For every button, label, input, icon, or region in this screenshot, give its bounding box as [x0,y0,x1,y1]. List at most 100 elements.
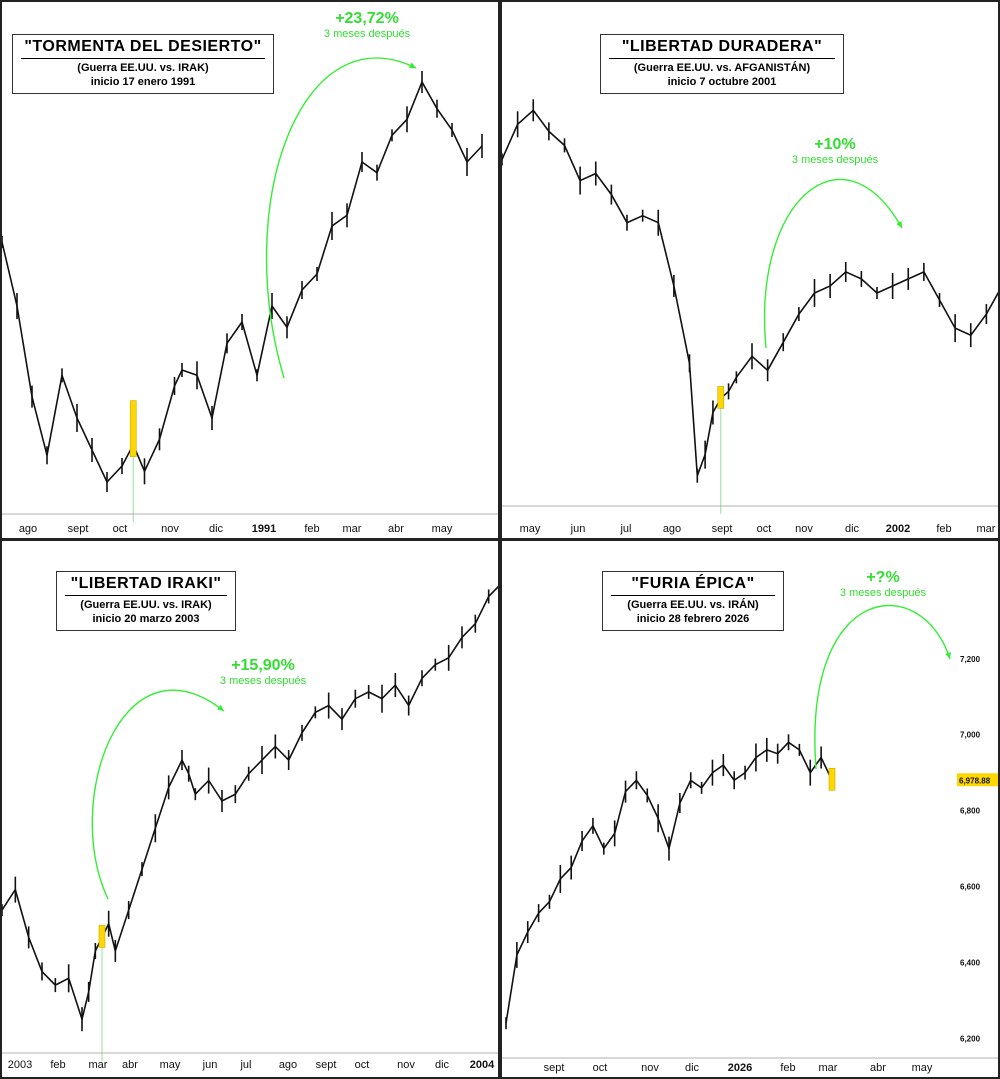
x-tick-label: 2003 [8,1059,32,1071]
annotation-arrowhead [217,704,224,711]
chart-subtitle-2: inicio 17 enero 1991 [90,76,196,88]
x-tick-label: dic [685,1062,700,1074]
chart-title-box: "LIBERTAD DURADERA" (Guerra EE.UU. vs. A… [600,34,844,94]
chart-subtitle-2: inicio 20 marzo 2003 [92,613,200,625]
chart-title: "TORMENTA DEL DESIERTO" [21,38,265,59]
x-tick-label: sept [712,523,733,535]
last-value-box [957,773,998,787]
annotation-percent: +15,90% 3 meses después [198,657,328,687]
annotation-percent-value: +10% [814,136,856,153]
event-highlight-candle [717,386,725,409]
annotation-arrowhead [409,62,416,68]
annotation-percent: +10% 3 meses después [770,136,900,166]
x-tick-label: oct [355,1059,370,1071]
event-highlight-candle [828,767,836,791]
annotation-arrow [814,604,951,770]
x-tick-label: 2002 [886,523,910,535]
chart-subtitle-1: (Guerra EE.UU. vs. IRÁN) [627,599,759,611]
x-tick-label: abr [870,1062,886,1074]
x-tick-label: may [912,1062,933,1074]
x-tick-label: mar [343,523,362,535]
y-tick-label: 6,200 [960,1034,981,1043]
annotation-arrow [91,689,225,900]
annotation-subtext: 3 meses después [219,675,307,687]
x-tick-label: mar [89,1059,108,1071]
chart-subtitle-1: (Guerra EE.UU. vs. IRAK) [80,599,212,611]
x-tick-label: ago [19,523,37,535]
chart-subtitle-2: inicio 28 febrero 2026 [636,613,750,625]
x-tick-label: feb [50,1059,65,1071]
annotation-percent-value: +23,72% [335,10,399,27]
x-tick-label: nov [161,523,179,535]
annotation-arrowhead [896,221,902,228]
annotation-percent: +23,72% 3 meses después [302,10,432,40]
y-tick-label: 6,400 [960,958,981,967]
chart-subtitle-2: inicio 7 octubre 2001 [667,76,777,88]
x-tick-label: nov [641,1062,659,1074]
y-tick-label: 6,600 [960,883,981,892]
x-tick-label: may [432,523,453,535]
chart-subtitle-1: (Guerra EE.UU. vs. AFGANISTÁN) [633,62,811,74]
x-tick-label: sept [68,523,89,535]
x-tick-label: sept [316,1059,337,1071]
x-tick-label: feb [780,1062,795,1074]
chart-svg-enduring-freedom: may jun jul ago sept oct nov dic 2002 feb mar [502,99,998,535]
x-tick-label: ago [663,523,681,535]
chart-panel-enduring-freedom: may jun jul ago sept oct nov dic 2002 feb mar "LIB… [500,0,1000,540]
annotation-percent: +?% 3 meses después [818,569,948,599]
x-tick-label: oct [593,1062,608,1074]
y-tick-label: 6,800 [960,807,981,816]
x-tick-label: feb [304,523,319,535]
chart-title-box: "LIBERTAD IRAKI" (Guerra EE.UU. vs. IRAK… [56,571,236,631]
x-tick-label: 2004 [470,1059,495,1071]
annotation-subtext: 3 meses después [791,154,879,166]
y-tick-label: 7,200 [960,655,981,664]
x-tick-label: nov [795,523,813,535]
x-tick-label: oct [757,523,772,535]
x-tick-label: dic [845,523,860,535]
x-tick-label: jul [239,1059,251,1071]
event-highlight-candle [98,925,106,948]
x-tick-label: jun [202,1059,218,1071]
x-tick-label: 2026 [728,1062,752,1074]
price-line [2,585,498,1023]
annotation-percent-value: +15,90% [231,657,295,674]
x-tick-label: abr [388,523,404,535]
x-tick-label: feb [936,523,951,535]
x-tick-label: dic [209,523,224,535]
chart-svg-epic-fury: sept oct nov dic 2026 feb mar abr may 7,200 7,000 6… [502,604,998,1074]
chart-title: "LIBERTAD IRAKI" [65,575,227,596]
price-line [2,80,483,484]
annotation-subtext: 3 meses después [323,28,411,40]
annotation-arrowhead [945,652,951,659]
x-tick-label: jun [570,523,586,535]
y-tick-label: 7,000 [960,731,981,740]
x-tick-label: may [160,1059,181,1071]
x-tick-label: mar [977,523,996,535]
last-value-label: 6,978.88 [959,776,991,785]
chart-title: "LIBERTAD DURADERA" [609,38,835,59]
chart-title: "FURIA ÉPICA" [611,575,775,596]
chart-svg-iraqi-freedom: 2003 feb mar abr may jun jul ago sept oct nov dic 20… [2,585,498,1071]
price-line [502,109,998,476]
x-tick-label: ago [279,1059,297,1071]
annotation-percent-value: +?% [866,569,900,586]
x-tick-label: 1991 [252,523,276,535]
annotation-subtext: 3 meses después [839,587,927,599]
x-tick-label: sept [544,1062,565,1074]
x-tick-label: nov [397,1059,415,1071]
chart-panel-epic-fury: sept oct nov dic 2026 feb mar abr may 7,200 7,000 6… [500,539,1000,1079]
price-line [505,741,833,1024]
annotation-arrow [763,178,903,349]
chart-title-box: "FURIA ÉPICA" (Guerra EE.UU. vs. IRÁN) i… [602,571,784,631]
chart-panel-iraqi-freedom: 2003 feb mar abr may jun jul ago sept oct nov dic 20… [0,539,500,1079]
chart-panel-desert-storm: ago sept oct nov dic 1991 feb mar abr may "TORMEN… [0,0,500,540]
x-tick-label: mar [819,1062,838,1074]
x-tick-label: jul [619,523,631,535]
x-tick-label: abr [122,1059,138,1071]
x-tick-label: dic [435,1059,450,1071]
x-tick-label: oct [113,523,128,535]
event-highlight-candle [129,400,137,457]
annotation-arrow [265,57,417,379]
chart-subtitle-1: (Guerra EE.UU. vs. IRAK) [77,62,209,74]
